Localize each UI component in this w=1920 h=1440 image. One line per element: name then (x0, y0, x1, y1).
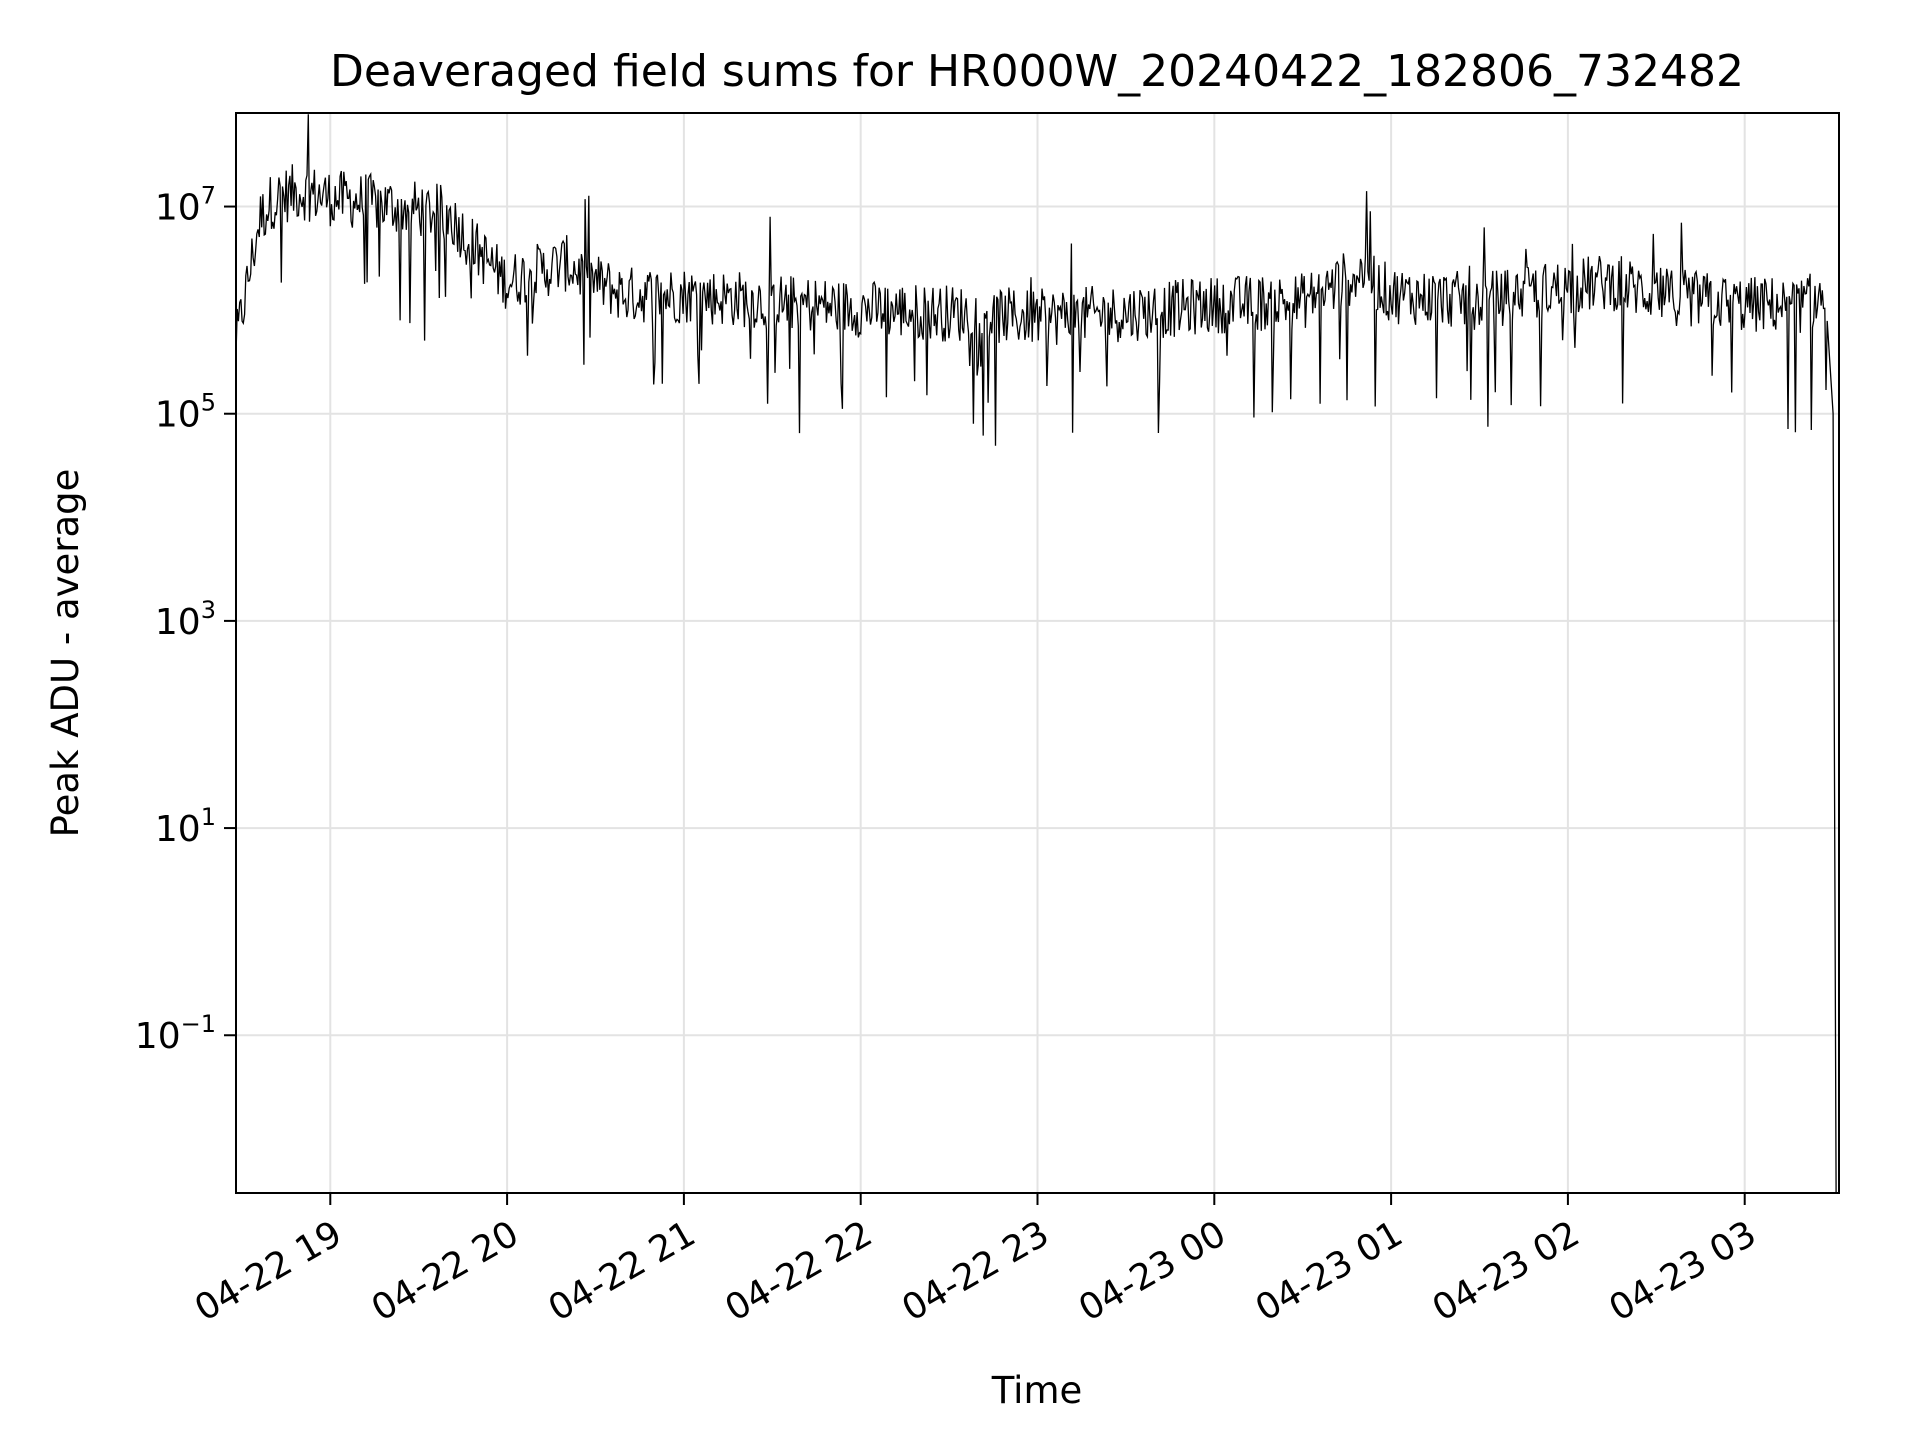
y-tick-base: 10 (155, 602, 201, 643)
y-tick-base: 10 (155, 395, 201, 436)
y-tick-label: 107 (155, 182, 216, 229)
x-tick-label: 04-23 01 (1249, 1213, 1410, 1329)
x-tick-label: 04-22 19 (188, 1213, 349, 1329)
y-tick-exponent: −1 (181, 1010, 216, 1038)
chart-title: Deaveraged field sums for HR000W_2024042… (330, 46, 1744, 97)
x-tick-label: 04-22 22 (719, 1213, 880, 1329)
y-tick-exponent: 3 (201, 596, 216, 624)
x-tick-label: 04-22 20 (365, 1213, 526, 1329)
y-tick-label: 105 (155, 389, 216, 436)
x-tick-label: 04-23 02 (1426, 1213, 1587, 1329)
y-tick-label: 103 (155, 596, 216, 643)
grid (236, 113, 1839, 1193)
series-line (235, 114, 1837, 1194)
y-tick-exponent: 7 (201, 182, 216, 210)
series-layer (235, 114, 1837, 1194)
y-tick-exponent: 1 (201, 803, 216, 831)
y-tick-exponent: 5 (201, 389, 216, 417)
x-tick-label: 04-23 00 (1072, 1213, 1233, 1329)
x-tick-label: 04-22 21 (542, 1213, 703, 1329)
y-tick-base: 10 (155, 809, 201, 850)
y-tick-label: 10−1 (135, 1010, 216, 1057)
x-axis: 04-22 19 04-22 20 04-22 21 04-22 22 04-22 23… (188, 1193, 1763, 1330)
y-tick-base: 10 (135, 1016, 181, 1057)
x-axis-label: Time (991, 1369, 1083, 1412)
y-tick-label: 101 (155, 803, 216, 850)
y-axis-label: Peak ADU - average (44, 469, 87, 838)
x-tick-label: 04-22 23 (895, 1213, 1056, 1329)
x-tick-label: 04-23 03 (1603, 1213, 1764, 1329)
y-tick-base: 10 (155, 188, 201, 229)
